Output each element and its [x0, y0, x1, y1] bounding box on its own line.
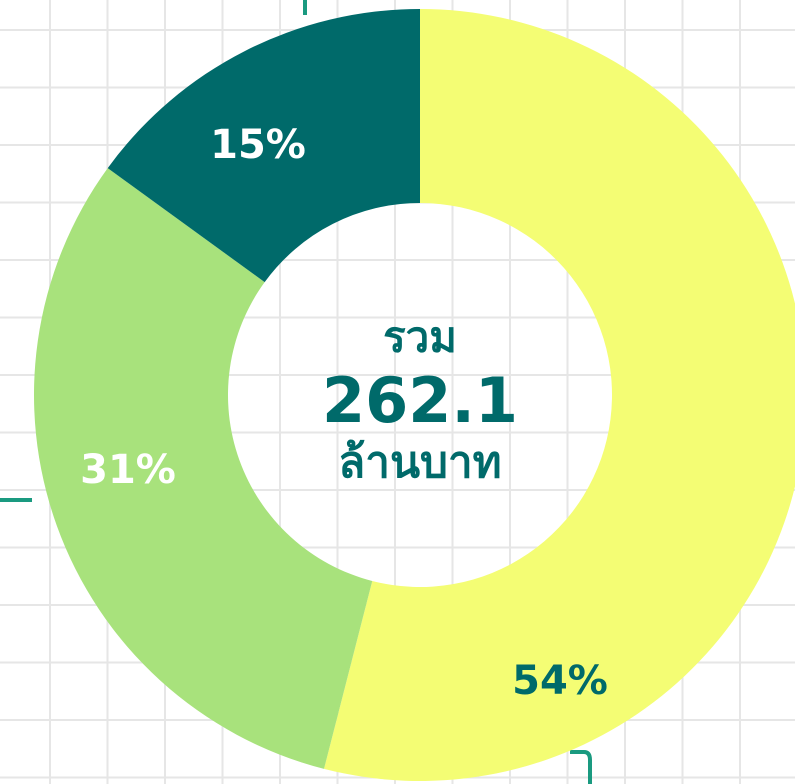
decoration [570, 750, 592, 784]
slice [33, 168, 373, 769]
total-value: 262.1 [322, 364, 518, 437]
donut [33, 9, 795, 781]
slice [324, 9, 795, 781]
total-label: รวม [383, 313, 457, 362]
data-label: 54% [512, 658, 608, 704]
data-label: 31% [80, 447, 176, 493]
data-label: 15% [210, 122, 306, 168]
total-unit: ล้านบาท [338, 437, 501, 488]
slice [107, 9, 421, 283]
